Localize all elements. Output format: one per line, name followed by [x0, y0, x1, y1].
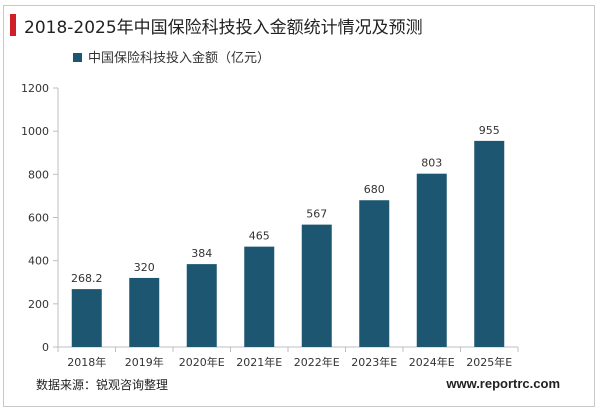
- x-tick-label: 2025年E: [466, 355, 512, 369]
- bar: [474, 140, 505, 347]
- x-tick-label: 2024年E: [409, 355, 455, 369]
- bar-value-label: 384: [191, 247, 212, 260]
- source-note: 数据来源：锐观咨询整理: [36, 378, 169, 392]
- y-tick-label: 1200: [21, 82, 49, 95]
- y-tick-label: 0: [42, 341, 49, 354]
- x-tick-label: 2020年E: [179, 355, 225, 369]
- x-axis: 2018年 2019年 2020年E 2021年E 2022年E 2023年E 2024年E…: [57, 346, 519, 369]
- y-axis: 0 200 400 600 800 1000 1200: [21, 82, 59, 354]
- bar: [416, 173, 447, 347]
- bar: [186, 264, 217, 347]
- y-tick-label: 1000: [21, 125, 49, 138]
- chart-frame: [3, 5, 595, 407]
- bar-value-label: 320: [134, 261, 155, 274]
- y-tick-label: 200: [28, 298, 49, 311]
- bars: [71, 140, 505, 347]
- site-url: www.reportrc.com: [446, 376, 560, 391]
- legend-label: 中国保险科技投入金额（亿元）: [88, 50, 270, 66]
- y-tick-label: 600: [28, 212, 49, 225]
- data-labels: 268.2 320 384 465 567 680 803 955: [71, 124, 500, 285]
- y-tick-label: 800: [28, 168, 49, 181]
- x-tick-label: 2022年E: [294, 355, 340, 369]
- x-tick-label: 2023年E: [351, 355, 397, 369]
- bar-value-label: 268.2: [71, 272, 103, 285]
- chart-title: 2018-2025年中国保险科技投入金额统计情况及预测: [24, 18, 423, 38]
- y-tick-label: 400: [28, 255, 49, 268]
- bar: [359, 200, 390, 347]
- bar-value-label: 680: [364, 183, 385, 196]
- bar-value-label: 955: [479, 124, 500, 137]
- x-tick-label: 2021年E: [236, 355, 282, 369]
- bar-value-label: 465: [249, 230, 270, 243]
- bar: [129, 277, 160, 347]
- x-tick-label: 2018年: [67, 355, 106, 369]
- bar-value-label: 567: [306, 208, 327, 221]
- bar-value-label: 803: [421, 157, 442, 170]
- bar: [301, 224, 332, 347]
- bar: [71, 289, 102, 347]
- x-tick-label: 2019年: [125, 355, 164, 369]
- title-accent-bar: [10, 14, 16, 36]
- bar: [244, 246, 275, 347]
- legend: 中国保险科技投入金额（亿元）: [73, 50, 270, 66]
- legend-swatch: [73, 53, 82, 62]
